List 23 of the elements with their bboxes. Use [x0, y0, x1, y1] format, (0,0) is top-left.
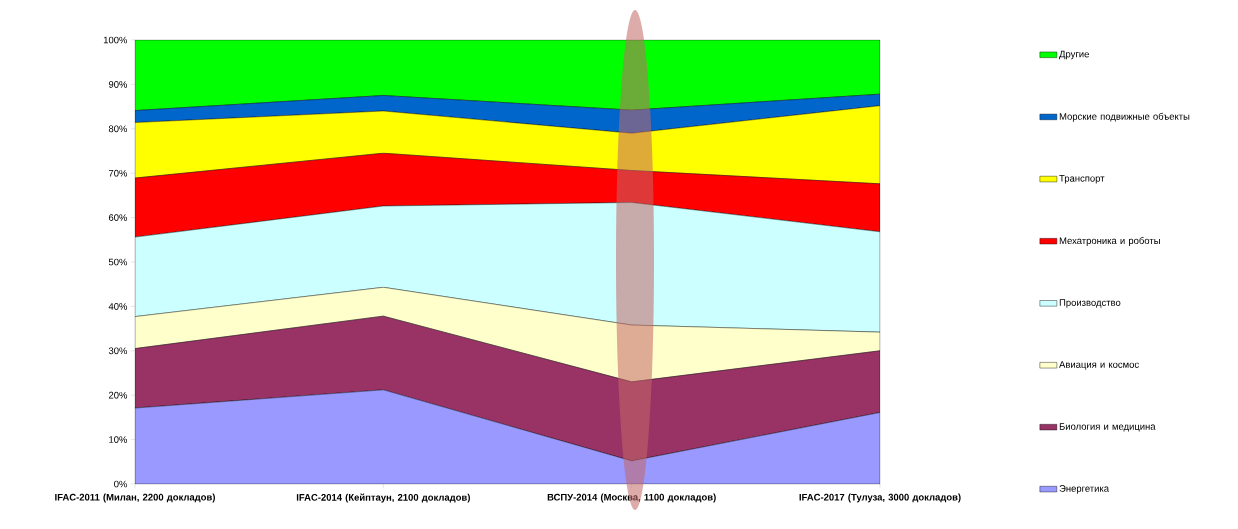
legend-label: Авиация и космос: [1059, 361, 1139, 370]
y-tick-label: 70%: [108, 169, 128, 177]
legend-label: Производство: [1059, 299, 1121, 308]
legend-label: Мехатроника и роботы: [1059, 237, 1160, 246]
legend-label: Энергетика: [1059, 485, 1110, 494]
y-tick-label: 20%: [108, 391, 128, 399]
legend-label: Другие: [1059, 50, 1089, 60]
y-tick-label: 80%: [108, 125, 128, 133]
y-tick-label: 50%: [108, 258, 128, 266]
y-tick-label: 90%: [108, 81, 128, 88]
x-tick-label: ВСПУ-2014 (Москва, 1100 докладов): [547, 493, 716, 503]
legend-label: Биология и медицина: [1059, 423, 1156, 432]
x-tick-label: IFAC-2017 (Тулуза, 3000 докладов): [799, 493, 961, 503]
y-tick-label: 60%: [108, 214, 128, 221]
x-tick-label: IFAC-2014 (Кейптаун, 2100 докладов): [296, 493, 470, 503]
y-tick-label: 30%: [108, 347, 128, 355]
x-tick-label: IFAC-2011 (Милан, 2200 докладов): [55, 493, 215, 503]
y-tick-label: 40%: [108, 303, 128, 310]
y-tick-label: 10%: [109, 436, 128, 443]
y-tick-label: 0%: [114, 480, 128, 488]
legend-label: Морские подвижные объекты: [1059, 112, 1190, 122]
legend-label: Транспорт: [1059, 175, 1105, 184]
y-tick-label: 100%: [103, 36, 128, 44]
